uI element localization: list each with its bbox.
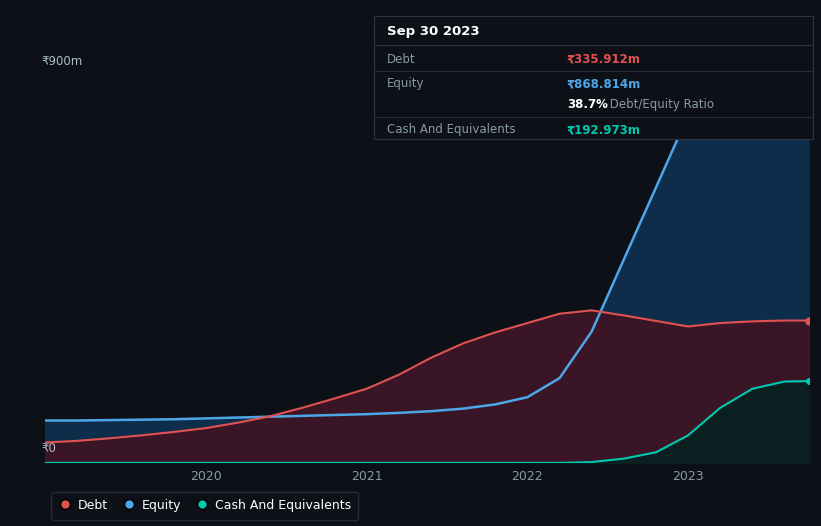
Text: ₹868.814m: ₹868.814m [566,77,641,90]
Text: ₹192.973m: ₹192.973m [566,123,640,136]
Text: Cash And Equivalents: Cash And Equivalents [387,123,516,136]
Text: ₹900m: ₹900m [41,55,83,68]
Text: Debt: Debt [387,53,415,66]
Text: 38.7%: 38.7% [566,98,608,112]
Text: Equity: Equity [387,77,424,90]
Legend: Debt, Equity, Cash And Equivalents: Debt, Equity, Cash And Equivalents [52,492,359,520]
Text: Debt/Equity Ratio: Debt/Equity Ratio [607,98,714,112]
Text: ₹335.912m: ₹335.912m [566,53,640,66]
Text: Sep 30 2023: Sep 30 2023 [387,25,479,38]
Text: ₹0: ₹0 [41,442,56,455]
